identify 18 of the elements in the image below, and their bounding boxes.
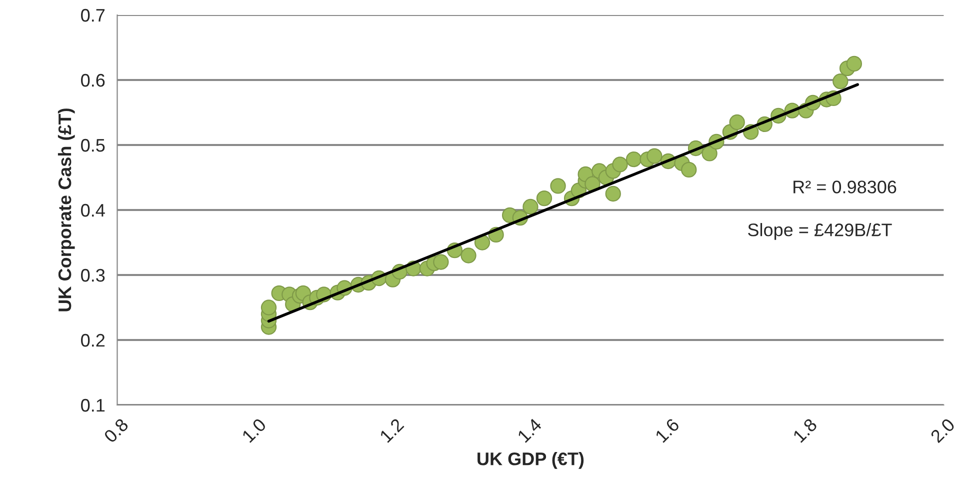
x-tick-label: 1.0 [241, 418, 267, 443]
x-tick-label: 1.6 [654, 418, 680, 443]
y-tick-label: 0.1 [81, 398, 105, 412]
x-axis-title: UK GDP (€T) [478, 452, 584, 469]
x-tick-label: 2.0 [930, 418, 956, 444]
annotation: R² = 0.98306 [794, 180, 896, 194]
x-tick-label: 0.8 [103, 418, 129, 444]
y-tick-label: 0.2 [81, 334, 105, 347]
annotation: Slope = £429B/£T [748, 223, 892, 240]
x-tick-label: 1.8 [792, 418, 818, 443]
y-tick-label: 0.4 [81, 204, 105, 217]
y-tick-label: 0.7 [81, 8, 105, 22]
x-tick-label: 1.4 [517, 418, 542, 443]
y-axis-title: UK Corporate Cash (£T) [58, 108, 75, 312]
x-tick-label: 1.2 [379, 418, 404, 443]
y-tick-label: 0.6 [81, 74, 105, 87]
y-tick-label: 0.5 [81, 138, 105, 152]
y-tick-label: 0.3 [81, 268, 105, 282]
